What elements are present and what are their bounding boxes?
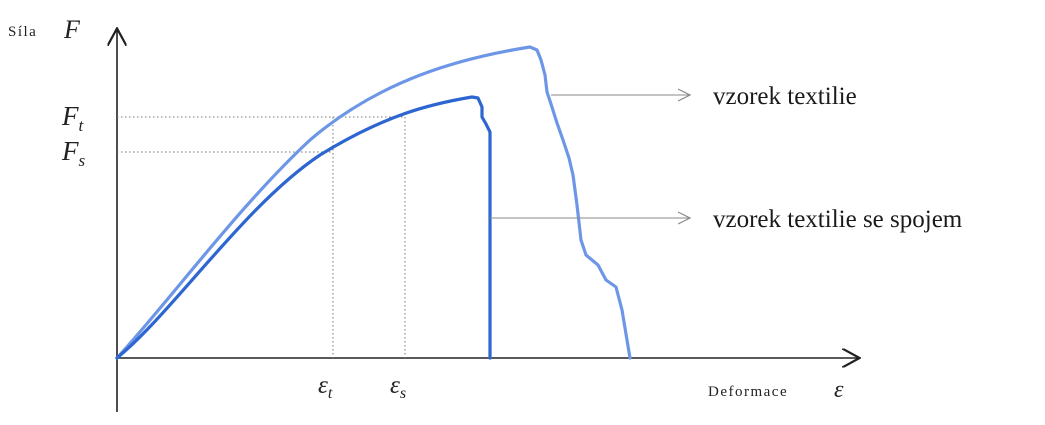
tick-epsilon-t-symbol: ε [318, 372, 328, 399]
curve-textile-joint [115, 95, 492, 360]
curve-textile [115, 45, 632, 360]
tick-label-fs: Fs [61, 136, 86, 170]
tick-fs-symbol: F [61, 136, 79, 166]
tick-ft-symbol: F [61, 101, 79, 131]
tick-epsilon-s-symbol: ε [390, 372, 400, 399]
x-axis-label-symbol: ε [834, 377, 844, 403]
y-axis-label-symbol: F [63, 15, 81, 44]
tick-epsilon-t-subscript: t [328, 385, 333, 402]
x-axis-label-text: Deformace [708, 384, 788, 400]
y-axis-label-text: Síla [8, 24, 37, 40]
tick-label-epsilon-t: εt [318, 372, 333, 402]
tick-label-ft: Ft [61, 101, 85, 135]
tick-fs-subscript: s [79, 151, 86, 170]
tick-ft-subscript: t [79, 116, 85, 135]
legend-textile: vzorek textilie [713, 83, 857, 110]
tick-label-epsilon-s: εs [390, 372, 406, 402]
legend-textile-joint: vzorek textilie se spojem [713, 206, 963, 233]
tick-epsilon-s-subscript: s [400, 385, 406, 402]
